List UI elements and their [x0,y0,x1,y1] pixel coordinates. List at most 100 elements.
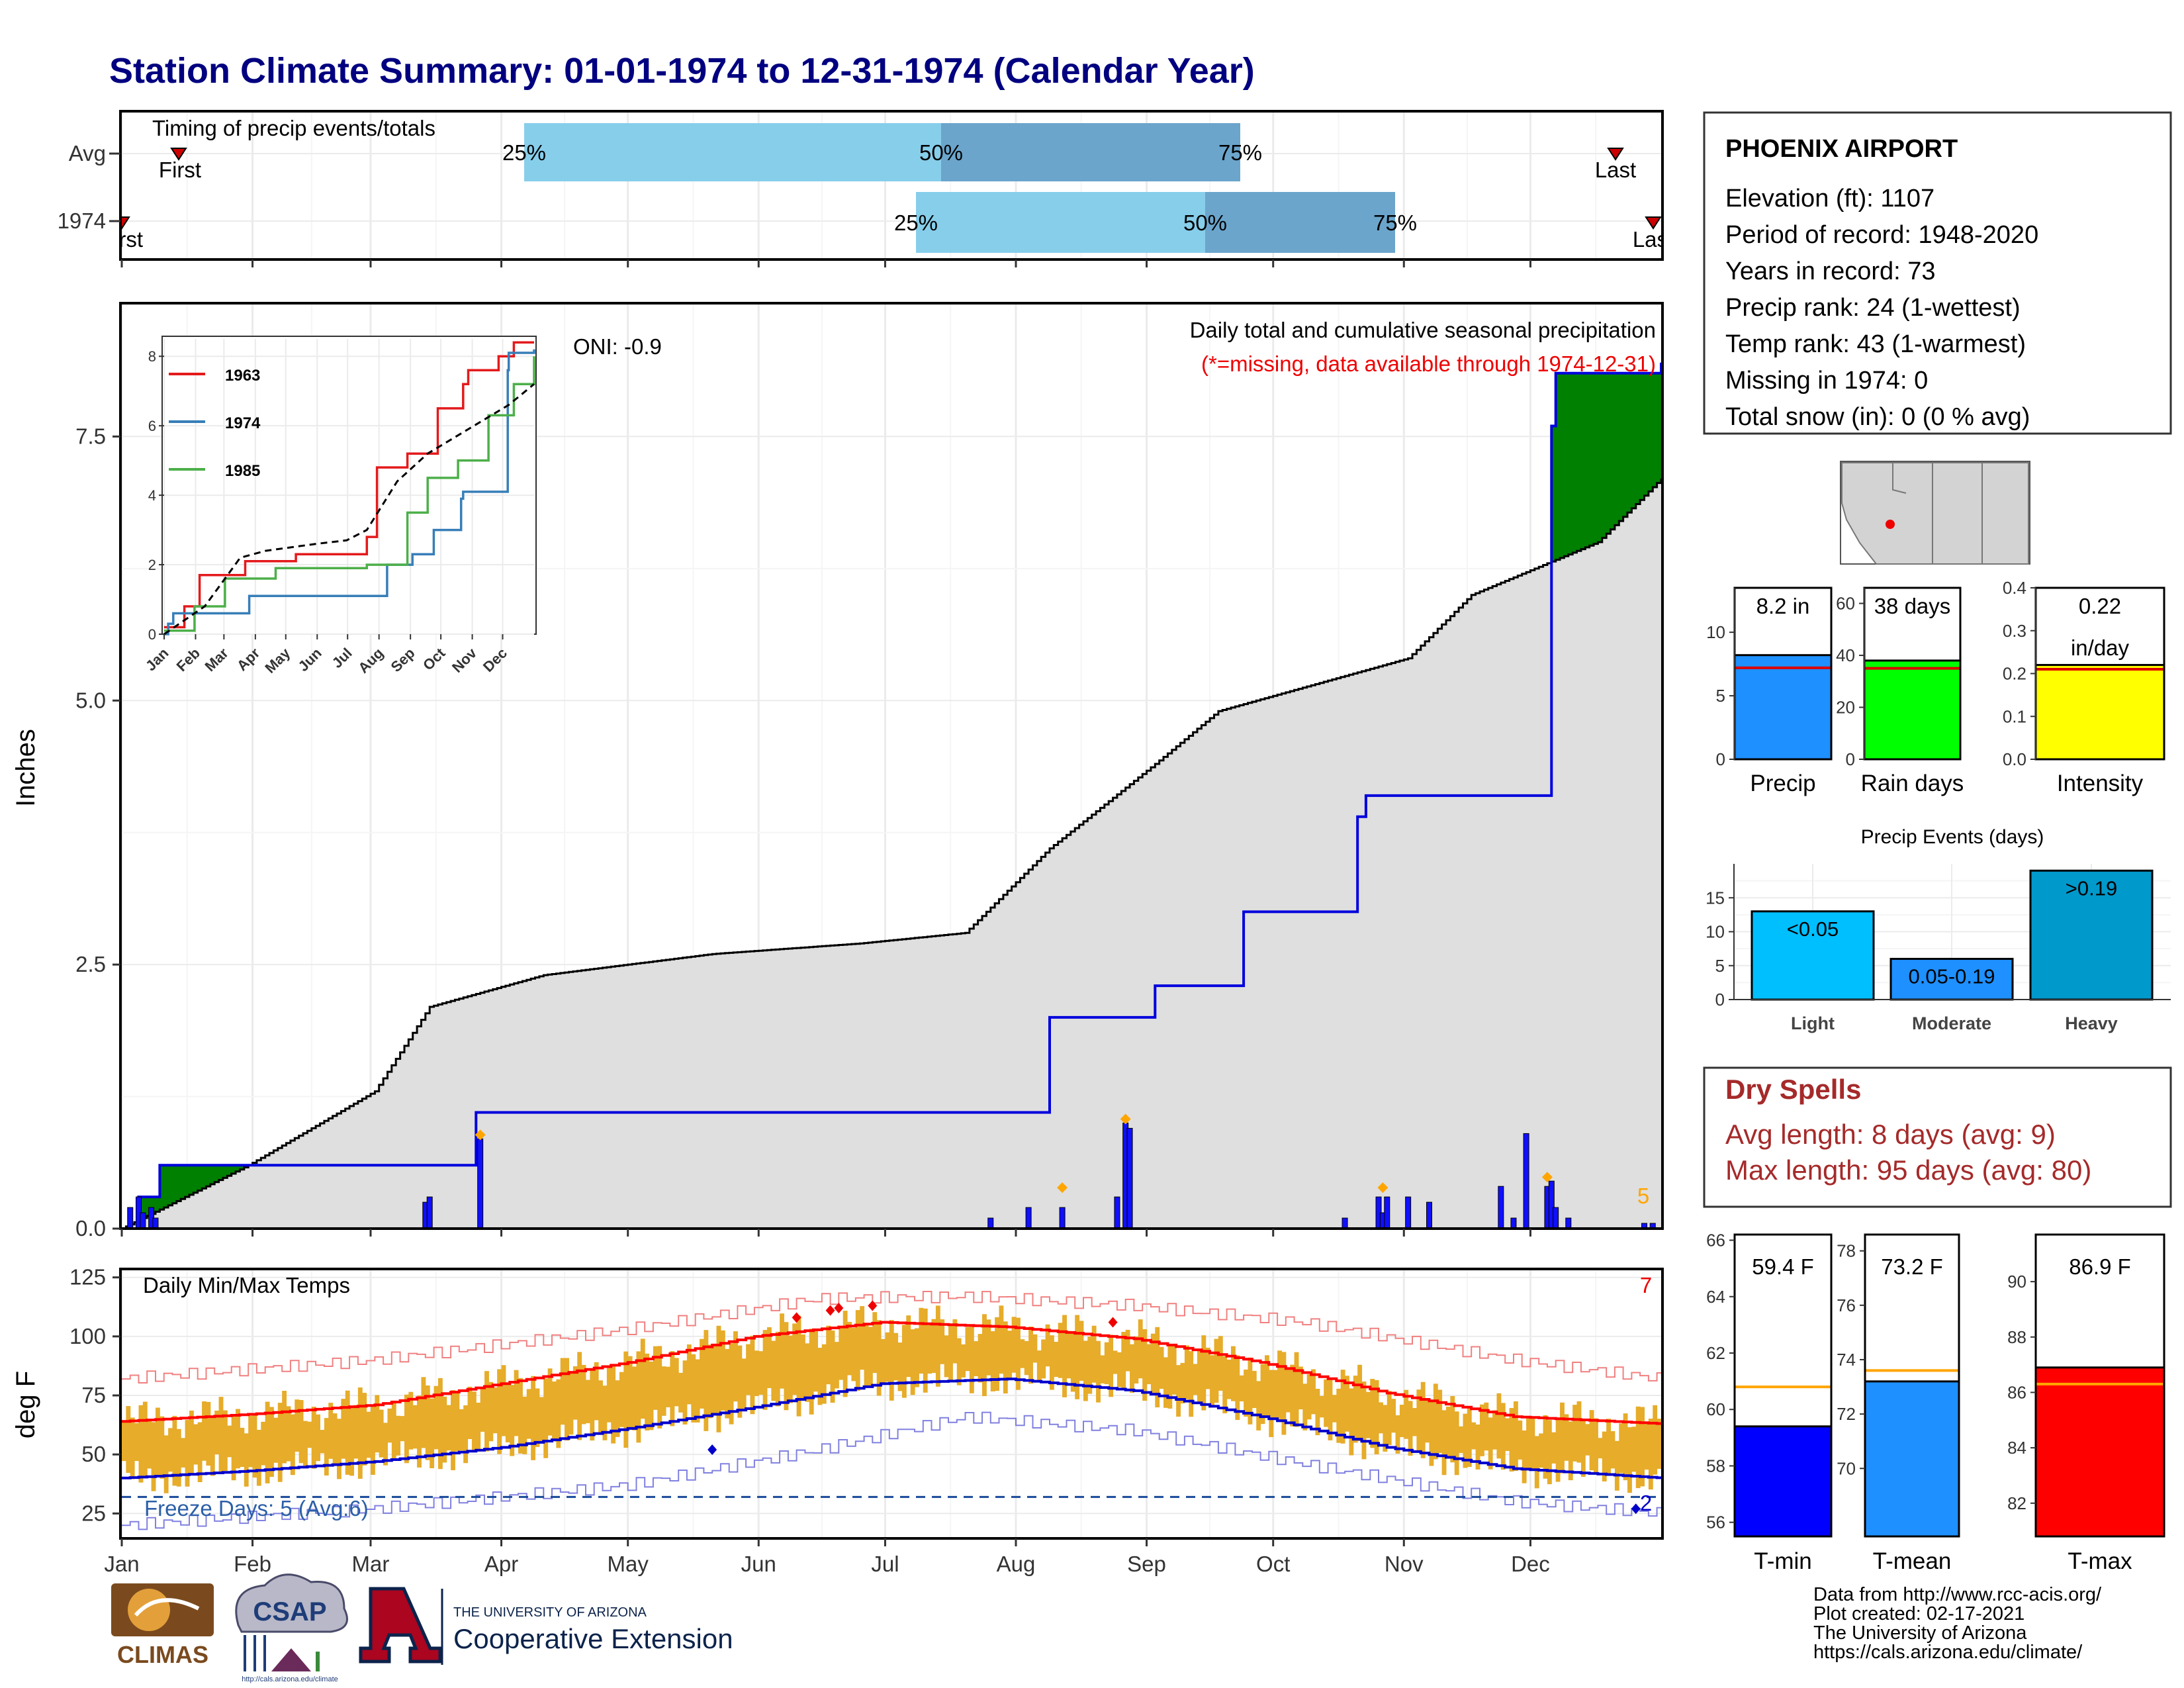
record-max-line [122,1291,1661,1383]
daily-temp-bar [1058,1323,1063,1378]
daily-temp-bar [433,1385,439,1450]
obs-q75-label: 75% [1373,211,1417,235]
precip-ylabel: Inches [11,729,40,807]
daily-temp-bar [425,1385,430,1460]
daily-temp-bar [716,1325,721,1432]
daily-temp-bar [1269,1370,1274,1437]
record-high-marker [792,1312,801,1323]
x-tick-label: Mar [352,1552,390,1576]
daily-precip-bar [987,1217,994,1229]
inset-x-tick-label: Nov [449,644,480,676]
temp-bar-tick-label: 82 [2007,1493,2026,1513]
daily-temp-bar [1032,1334,1038,1363]
daily-temp-bar [767,1327,772,1388]
daily-temp-bar [1218,1336,1223,1391]
daily-temp-bar [1635,1406,1641,1489]
daily-temp-bar [1433,1383,1438,1460]
daily-temp-bar [1610,1431,1615,1469]
daily-temp-bar [1036,1350,1042,1382]
daily-temp-bar [1121,1332,1126,1389]
daily-temp-bar [901,1325,907,1398]
daily-temp-bar [252,1415,257,1478]
daily-temp-bar [547,1368,553,1436]
inset-x-tick-label: Jul [329,645,355,671]
x-tick-label: May [608,1552,649,1576]
daily-temp-bar [1083,1340,1088,1401]
daily-temp-bar [1598,1438,1603,1459]
daily-temp-bar [1534,1436,1539,1489]
daily-temp-bar [1066,1331,1071,1379]
missing-note: (*=missing, data available through 1974-… [1201,352,1656,376]
daily-temp-bar [986,1319,991,1376]
daily-temp-bar [800,1334,805,1399]
summary-bar-value-label-2: in/day [2071,635,2130,660]
daily-temp-bar [1100,1355,1105,1383]
precip-corner-count: 5 [1637,1184,1649,1208]
heavy-day-marker [1377,1182,1388,1194]
footer-credits: Data from http://www.rcc-acis.org/ Plot … [1813,1584,2102,1663]
ua-logo-small: THE UNIVERSITY OF ARIZONA [453,1605,647,1620]
inset-series-line [164,341,534,629]
inset-x-tick-label: May [261,644,293,676]
daily-temp-bar [1159,1346,1164,1389]
daily-temp-bar [1163,1357,1168,1408]
daily-temp-bar [1543,1415,1548,1479]
page-title: Station Climate Summary: 01-01-1974 to 1… [109,51,1255,91]
anomaly-area [1560,373,1565,558]
daily-temp-bar [256,1430,261,1486]
footer-line-url: https://cals.arizona.edu/climate/ [1813,1642,2083,1663]
daily-temp-bar [451,1390,455,1471]
daily-temp-bar [682,1360,688,1425]
inset-x-tick-label: Sep [387,645,418,675]
anomaly-area [1576,373,1582,551]
temp-bar-label: T-min [1754,1548,1812,1574]
daily-temp-bar [471,1391,477,1450]
daily-temp-bar [594,1362,599,1421]
observed-cumulative-line [122,362,1662,1230]
summary-bar-label: Intensity [2057,771,2144,796]
daily-temp-bar [623,1351,629,1448]
daily-temp-bar [826,1325,831,1385]
daily-temp-bar [758,1351,764,1395]
daily-temp-bar [1425,1398,1430,1443]
daily-temp-bar [492,1387,498,1434]
daily-temp-bar [1374,1380,1379,1455]
daily-temp-bar [1522,1430,1527,1483]
daily-temp-bar [788,1335,793,1403]
summary-tick-label: 0.2 [2003,664,2026,684]
daily-temp-bar [1379,1402,1383,1434]
avg-q75-label: 75% [1218,140,1262,165]
daily-temp-bar [1518,1420,1523,1460]
daily-temp-bar [1459,1426,1463,1454]
daily-temp-bar [581,1364,586,1425]
anomaly-area [1598,373,1603,542]
daily-temp-bar [1176,1365,1181,1417]
station-line-precip-rank: Precip rank: 24 (1-wettest) [1725,294,2021,322]
daily-temp-bar [417,1395,422,1468]
anomaly-area [1555,373,1561,560]
daily-temp-bar [446,1405,451,1451]
obs-last-marker [1645,216,1661,230]
daily-temp-bar [1500,1403,1506,1470]
daily-temp-bar [1471,1422,1477,1450]
record-min-line [122,1411,1661,1530]
events-tick-label: 15 [1706,888,1725,908]
daily-temp-bar [839,1327,844,1380]
summary-bar-value [2034,664,2165,761]
summary-bar-value [1733,654,1833,761]
daily-temp-bar [510,1385,515,1456]
daily-temp-bar [657,1346,662,1429]
daily-temp-bar [1513,1401,1518,1471]
daily-precip-bar [1523,1133,1529,1229]
temp-bar-tick-label: 90 [2007,1272,2026,1291]
daily-temp-bar [396,1415,401,1456]
daily-temp-bar [1644,1424,1649,1470]
y-tick-label: 7.5 [75,424,106,448]
anomaly-area [181,1165,186,1199]
daily-temp-bar [1079,1321,1084,1381]
record-low-marker [1631,1503,1641,1515]
daily-temp-bar [480,1387,485,1432]
daily-precip-bar [127,1207,134,1229]
daily-temp-bar [1167,1344,1173,1409]
